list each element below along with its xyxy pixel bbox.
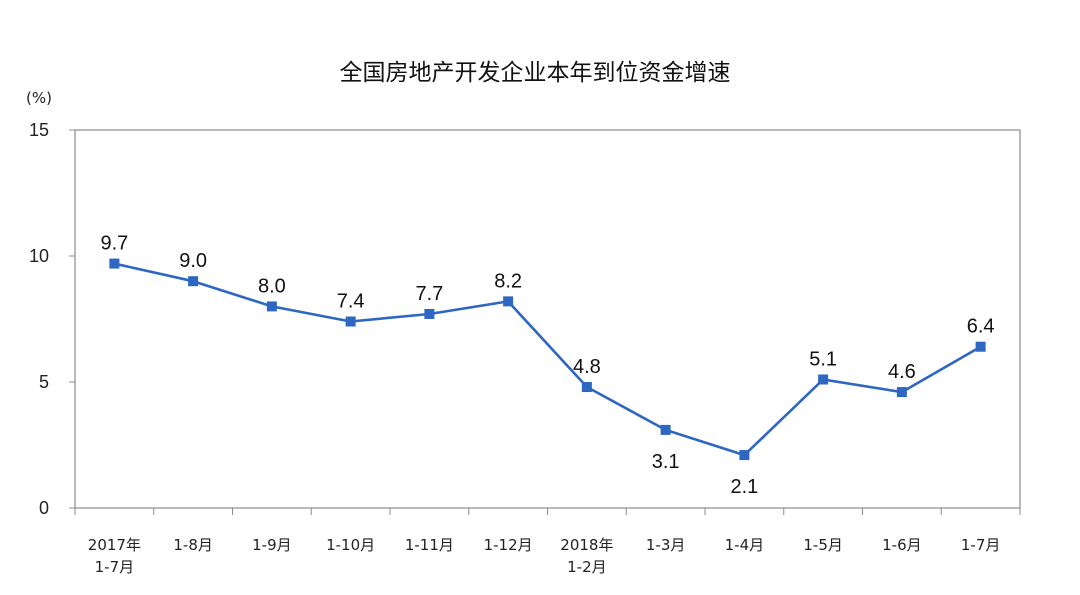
x-tick-label: 1-9月 bbox=[252, 536, 292, 554]
data-label: 7.7 bbox=[415, 283, 443, 305]
x-tick-label: 1-12月 bbox=[484, 536, 533, 554]
y-tick-label: 5 bbox=[39, 372, 49, 392]
data-point-marker bbox=[345, 316, 356, 327]
y-axis: 0 5 10 15 bbox=[29, 120, 75, 518]
data-point-marker bbox=[109, 258, 120, 269]
x-tick-label: 1-11月 bbox=[405, 536, 454, 554]
series-markers bbox=[109, 258, 986, 461]
x-tick-label: 2018年 bbox=[560, 536, 613, 554]
y-tick-label: 15 bbox=[29, 120, 49, 140]
x-tick-label: 1-2月 bbox=[567, 558, 607, 576]
data-label: 6.4 bbox=[967, 316, 995, 338]
x-tick-label: 1-6月 bbox=[882, 536, 922, 554]
series-line bbox=[114, 262, 982, 457]
data-label: 4.8 bbox=[573, 356, 601, 378]
data-label: 5.1 bbox=[809, 348, 837, 370]
y-tick-label: 10 bbox=[29, 246, 49, 266]
x-tick-label: 1-8月 bbox=[173, 536, 213, 554]
data-point-marker bbox=[660, 424, 671, 435]
plot-area-border bbox=[74, 129, 1021, 509]
x-tick-label: 1-7月 bbox=[961, 536, 1001, 554]
data-point-marker bbox=[975, 341, 986, 352]
data-labels: 9.7 9.0 8.0 7.4 7.7 8.2 4.8 3.1 2.1 5.1 4.6 6.4 bbox=[100, 233, 994, 499]
data-label: 2.1 bbox=[730, 476, 758, 498]
data-point-marker bbox=[896, 387, 907, 398]
data-label: 4.6 bbox=[888, 361, 916, 383]
chart-title: 全国房地产开发企业本年到位资金增速 bbox=[340, 60, 731, 86]
data-label: 9.7 bbox=[100, 233, 128, 255]
x-tick-label: 1-4月 bbox=[725, 536, 765, 554]
x-axis: 2017年 1-7月 1-8月 1-9月 1-10月 1-11月 1-12月 2018年 1-2… bbox=[74, 508, 1021, 576]
x-tick-label: 1-10月 bbox=[326, 536, 375, 554]
y-axis-unit: (%) bbox=[26, 89, 52, 107]
data-label: 3.1 bbox=[652, 451, 680, 473]
data-label: 9.0 bbox=[179, 250, 207, 272]
x-tick-label: 1-5月 bbox=[803, 536, 843, 554]
data-label: 7.4 bbox=[337, 291, 365, 313]
x-tick-label: 1-3月 bbox=[646, 536, 686, 554]
x-tick-label: 1-7月 bbox=[95, 558, 135, 576]
x-tick-label: 2017年 bbox=[88, 536, 141, 554]
data-point-marker bbox=[581, 382, 592, 393]
data-label: 8.0 bbox=[258, 275, 286, 297]
data-label: 8.2 bbox=[494, 270, 522, 292]
data-point-marker bbox=[818, 374, 829, 385]
data-point-marker bbox=[188, 276, 199, 287]
y-tick-label: 0 bbox=[39, 498, 49, 518]
data-point-marker bbox=[424, 308, 435, 319]
data-point-marker bbox=[739, 450, 750, 461]
data-point-marker bbox=[503, 296, 514, 307]
data-point-marker bbox=[266, 301, 277, 312]
